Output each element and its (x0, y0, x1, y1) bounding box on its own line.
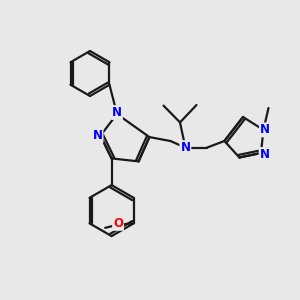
Text: N: N (180, 141, 190, 154)
Text: N: N (260, 148, 270, 161)
Text: N: N (112, 106, 122, 119)
Text: N: N (260, 123, 270, 136)
Text: N: N (92, 129, 103, 142)
Text: O: O (113, 217, 123, 230)
